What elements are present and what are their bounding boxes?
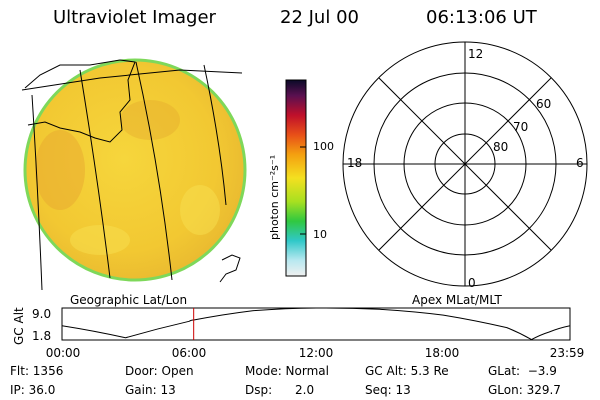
polar-lat-60: 60 [536,97,552,111]
date-label: 22 Jul 00 [280,7,359,28]
longitude-line [203,64,227,206]
coastline [24,59,136,143]
earth-texture [35,100,220,255]
altitude-series-line [61,307,571,341]
app-title: Ultraviolet Imager [53,7,216,28]
polar-mlt-0: 0 [468,276,476,290]
longitude-line [79,69,111,279]
color-bar [285,79,307,277]
geographic-panel-label: Geographic Lat/Lon [70,293,188,307]
colorbar-tick-100: 100 [313,140,334,153]
dsp-value: Dsp: 2.0 [245,383,315,397]
mode-value: Mode: Normal [245,364,329,378]
altitude-plot [61,307,571,341]
altitude-ylabel: GC Alt [12,307,26,345]
gc-altitude: GC Alt: 5.3 Re [365,364,449,378]
flight-number: Flt: 1356 [10,364,64,378]
altitude-xtick: 00:00 [45,346,81,360]
altitude-xtick: 06:00 [171,346,207,360]
altitude-xtick: 12:00 [298,346,334,360]
altitude-xtick: 18:00 [424,346,460,360]
apex-panel-label: Apex MLat/MLT [412,293,502,307]
gain-value: Gain: 13 [125,383,176,397]
polar-mlt-6: 6 [576,156,584,170]
latitude-line [21,69,243,91]
coastline-small [219,254,241,283]
altitude-plot-frame [61,307,571,341]
sequence-value: Seq: 13 [365,383,411,397]
door-status: Door: Open [125,364,194,378]
polar-mlt-18: 18 [347,156,363,170]
colorbar-unit-label: photon cm⁻²s⁻¹ [268,154,281,240]
altitude-xtick: 23:59 [549,346,585,360]
altitude-ytick-max: 9.0 [32,307,52,321]
geographic-longitude: GLon: 329.7 [488,383,561,397]
ip-value: IP: 36.0 [10,383,56,397]
time-label: 06:13:06 UT [426,7,537,28]
polar-lat-80: 80 [493,140,509,154]
longitude-line [31,94,43,291]
earth-image [21,58,247,291]
altitude-ytick-min: 1.8 [32,329,52,343]
geographic-latitude: GLat: −3.9 [488,364,557,378]
polar-plot [342,41,588,287]
polar-mlt-12: 12 [468,47,484,61]
longitude-line [135,61,173,281]
colorbar-tick-10: 10 [313,228,327,241]
polar-lat-70: 70 [513,120,529,134]
